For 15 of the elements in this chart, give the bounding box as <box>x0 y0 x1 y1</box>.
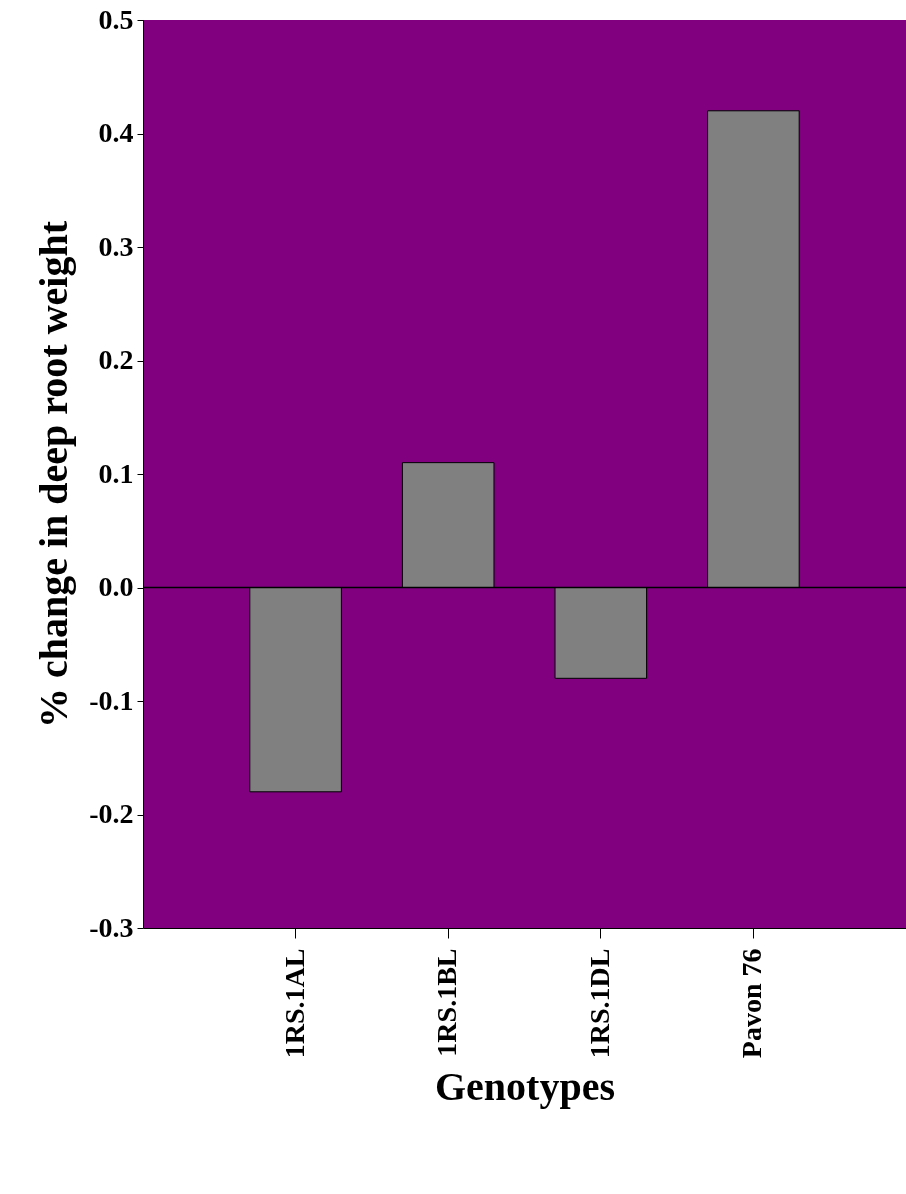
x-tick-label: 1RS.1DL <box>583 948 615 1059</box>
x-tick-label: Pavon 76 <box>736 948 768 1059</box>
y-tick-label: 0.2 <box>98 344 134 375</box>
y-tick-label: -0.1 <box>89 684 134 716</box>
x-axis-title: Genotypes <box>435 1064 615 1110</box>
y-tick-label: 0.1 <box>98 457 134 489</box>
y-tick-label: -0.3 <box>89 911 134 943</box>
y-tick-label: 0.3 <box>98 230 134 262</box>
y-tick-label: -0.2 <box>89 798 134 829</box>
y-tick-label: 0.0 <box>98 571 134 602</box>
x-tick-label: 1RS.1AL <box>278 948 310 1059</box>
y-tick-label: 0.4 <box>98 117 134 148</box>
x-tick-label: 1RS.1BL <box>431 948 463 1057</box>
y-axis-title: % change in deep root weight <box>31 220 77 729</box>
y-tick-label: 0.5 <box>98 3 134 35</box>
